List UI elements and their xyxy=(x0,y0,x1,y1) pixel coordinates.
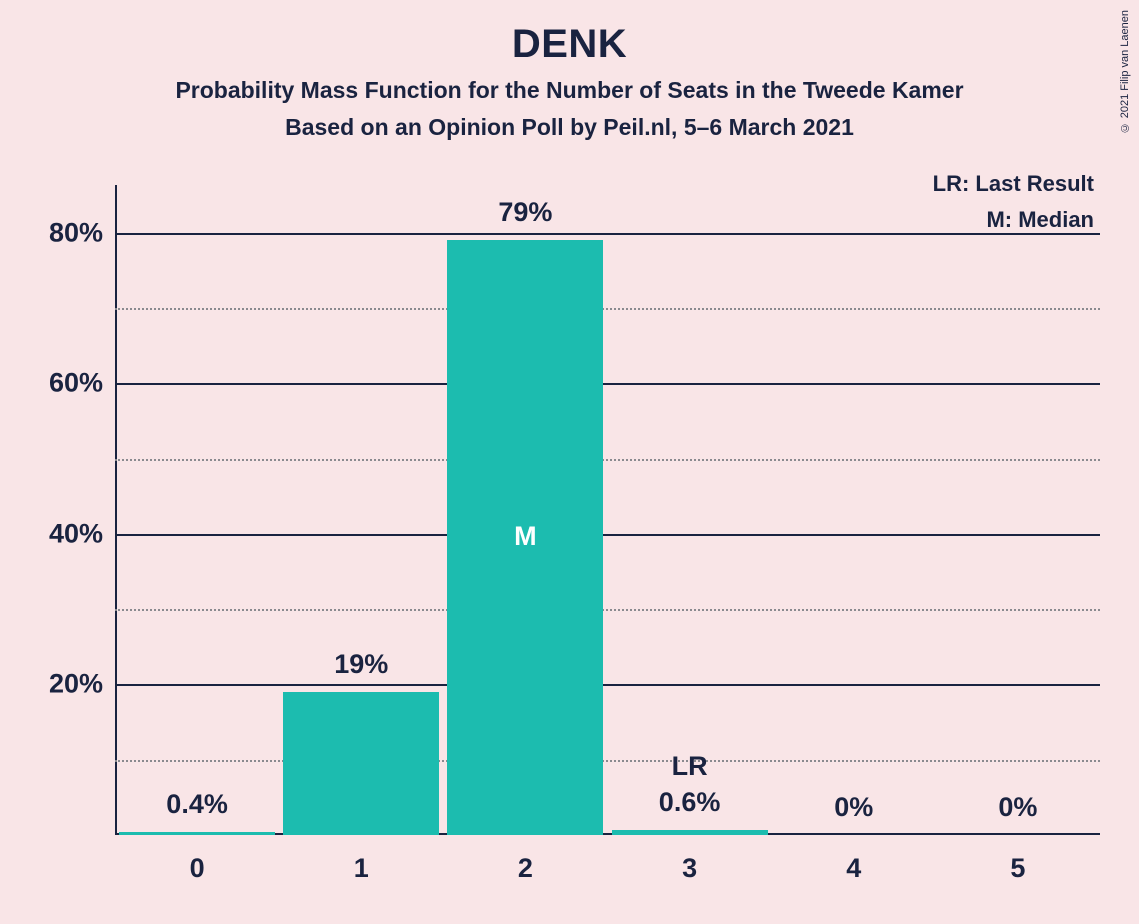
y-tick-label: 20% xyxy=(49,669,103,700)
bar-value-label: 0% xyxy=(998,792,1037,823)
bar-value-label: 0.4% xyxy=(166,789,228,820)
legend-m: M: Median xyxy=(933,207,1094,233)
gridline-major xyxy=(115,383,1100,385)
chart-title: DENK xyxy=(0,22,1139,67)
bar xyxy=(612,830,768,835)
chart-plot-area: LR: Last Result M: Median 20%40%60%80%00… xyxy=(115,195,1100,835)
x-tick-label: 2 xyxy=(518,853,533,884)
gridline-minor xyxy=(115,308,1100,310)
bar xyxy=(119,832,275,835)
bar-value-label: 0% xyxy=(834,792,873,823)
x-tick-label: 0 xyxy=(190,853,205,884)
lr-annotation: LR xyxy=(672,751,708,782)
chart-header: DENK Probability Mass Function for the N… xyxy=(0,0,1139,141)
bar-value-label: 19% xyxy=(334,649,388,680)
gridline-minor xyxy=(115,459,1100,461)
gridline-minor xyxy=(115,609,1100,611)
legend-lr: LR: Last Result xyxy=(933,171,1094,197)
bar xyxy=(283,692,439,835)
gridline-major xyxy=(115,233,1100,235)
x-tick-label: 3 xyxy=(682,853,697,884)
gridline-minor xyxy=(115,760,1100,762)
copyright-text: © 2021 Filip van Laenen xyxy=(1119,10,1131,133)
y-tick-label: 80% xyxy=(49,217,103,248)
bar-value-label: 0.6% xyxy=(659,787,721,818)
chart-subtitle-2: Based on an Opinion Poll by Peil.nl, 5–6… xyxy=(0,114,1139,141)
y-axis-line xyxy=(115,185,117,835)
bar-value-label: 79% xyxy=(498,197,552,228)
y-tick-label: 60% xyxy=(49,368,103,399)
x-tick-label: 1 xyxy=(354,853,369,884)
chart-subtitle-1: Probability Mass Function for the Number… xyxy=(0,77,1139,104)
y-tick-label: 40% xyxy=(49,518,103,549)
gridline-major xyxy=(115,684,1100,686)
x-tick-label: 4 xyxy=(846,853,861,884)
median-annotation: M xyxy=(514,521,537,552)
x-tick-label: 5 xyxy=(1010,853,1025,884)
gridline-major xyxy=(115,534,1100,536)
